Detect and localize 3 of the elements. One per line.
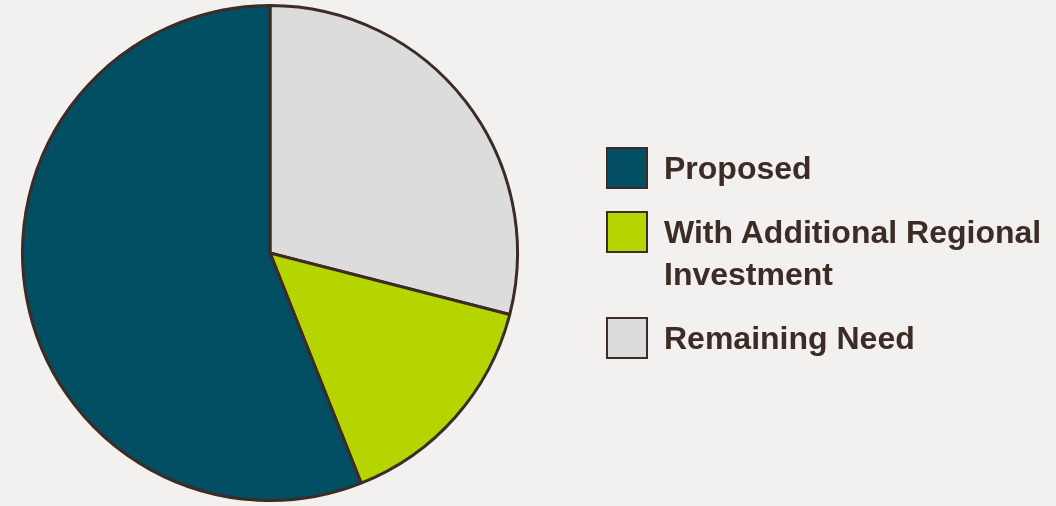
legend-label: With Additional Regional Investment (664, 213, 1043, 294)
legend-label: Remaining Need (664, 319, 916, 358)
legend-label: Proposed (664, 149, 813, 188)
